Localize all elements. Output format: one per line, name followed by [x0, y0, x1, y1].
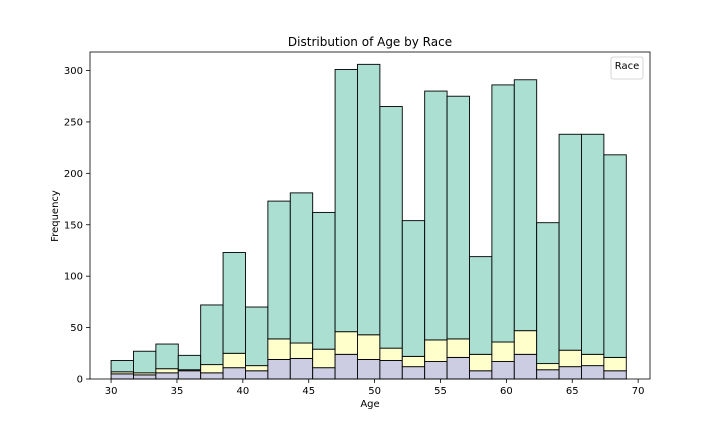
bar-series-1-bin-7: [267, 338, 291, 360]
bar-series-0-bin-10: [334, 353, 358, 380]
bars-group: [110, 63, 627, 380]
legend-title: Race: [615, 61, 640, 72]
bar-series-1-bin-11: [357, 334, 381, 360]
bar-series-1-bin-6: [245, 365, 269, 372]
bar-series-0-bin-12: [379, 360, 403, 380]
bar-series-1-bin-18: [513, 330, 538, 355]
bar-series-2-bin-4: [200, 304, 224, 366]
bar-series-1-bin-4: [200, 364, 224, 374]
x-axis: 30 35 40 45 50 55 60 65 70: [105, 379, 645, 397]
bar-series-2-bin-21: [581, 133, 605, 355]
bar-series-1-bin-17: [491, 341, 515, 362]
bar-series-0-bin-6: [245, 370, 269, 380]
bar-series-0-bin-7: [267, 359, 291, 380]
bar-series-0-bin-3: [177, 370, 202, 380]
bar-series-2-bin-10: [334, 69, 358, 333]
bar-series-1-bin-22: [603, 356, 627, 372]
bar-series-2-bin-12: [379, 106, 403, 349]
bar-series-0-bin-11: [357, 359, 381, 380]
bar-series-2-bin-9: [312, 211, 336, 350]
bar-series-0-bin-17: [491, 361, 515, 380]
y-tick-label: 250: [64, 117, 83, 128]
bar-series-2-bin-5: [222, 252, 246, 354]
chart-title: Distribution of Age by Race: [288, 35, 452, 49]
bar-series-0-bin-5: [222, 367, 246, 380]
y-tick-label: 300: [64, 66, 83, 77]
x-tick-label: 40: [236, 386, 249, 397]
bar-series-0-bin-15: [446, 356, 470, 380]
bar-series-0-bin-13: [401, 366, 426, 380]
bar-series-1-bin-9: [312, 348, 336, 369]
bar-series-2-bin-20: [558, 133, 582, 351]
x-tick-label: 45: [302, 386, 315, 397]
bar-series-0-bin-16: [469, 370, 493, 380]
y-tick-label: 100: [64, 272, 83, 283]
bar-series-0-bin-18: [513, 353, 538, 380]
bar-series-0-bin-22: [603, 370, 627, 380]
bar-series-1-bin-5: [222, 352, 246, 369]
bar-series-0-bin-21: [581, 365, 605, 380]
y-tick-label: 50: [70, 323, 83, 334]
bar-series-2-bin-6: [245, 306, 269, 367]
x-tick-label: 35: [171, 386, 184, 397]
bar-series-0-bin-14: [424, 361, 448, 380]
bar-series-2-bin-1: [133, 350, 157, 374]
bar-series-0-bin-0: [110, 373, 134, 380]
bar-series-2-bin-11: [357, 63, 381, 336]
bar-series-2-bin-14: [424, 90, 448, 341]
bar-series-2-bin-0: [110, 360, 134, 373]
bar-series-1-bin-14: [424, 339, 448, 362]
bar-series-0-bin-8: [289, 357, 314, 380]
bar-series-2-bin-22: [603, 154, 627, 358]
bar-series-1-bin-19: [536, 363, 560, 371]
x-tick-label: 65: [566, 386, 579, 397]
bar-series-0-bin-2: [155, 372, 179, 380]
bar-series-1-bin-12: [379, 347, 403, 361]
x-tick-label: 55: [434, 386, 447, 397]
bar-series-1-bin-8: [289, 342, 314, 359]
legend: Race: [610, 56, 644, 80]
y-tick-label: 0: [77, 375, 83, 386]
y-tick-label: 150: [64, 220, 83, 231]
bar-series-2-bin-17: [491, 84, 515, 343]
x-axis-label: Age: [360, 399, 379, 410]
y-tick-label: 200: [64, 169, 83, 180]
bar-series-0-bin-9: [312, 367, 336, 380]
bar-series-0-bin-20: [558, 366, 582, 380]
x-tick-label: 60: [500, 386, 513, 397]
bar-series-1-bin-2: [155, 368, 179, 374]
x-tick-label: 30: [105, 386, 118, 397]
bar-series-0-bin-4: [200, 372, 224, 380]
bar-series-2-bin-19: [536, 222, 560, 365]
bar-series-2-bin-7: [267, 200, 291, 340]
legend-box: [610, 56, 644, 80]
bar-series-2-bin-2: [155, 343, 179, 370]
bar-series-1-bin-10: [334, 331, 358, 355]
bar-series-1-bin-15: [446, 338, 470, 358]
bar-series-0-bin-19: [536, 369, 560, 380]
bar-series-1-bin-21: [581, 353, 605, 367]
bar-series-2-bin-8: [289, 192, 314, 344]
bar-series-0-bin-1: [133, 374, 157, 380]
bar-series-2-bin-16: [469, 256, 493, 355]
bar-series-1-bin-16: [469, 353, 493, 372]
x-tick-label: 50: [368, 386, 381, 397]
bar-series-1-bin-20: [558, 349, 582, 368]
x-tick-label: 70: [632, 386, 645, 397]
bar-series-2-bin-3: [177, 354, 202, 371]
plot-area-frame: [89, 51, 651, 380]
bar-series-2-bin-13: [401, 220, 426, 357]
bar-series-1-bin-13: [401, 355, 426, 368]
bar-series-2-bin-18: [513, 79, 538, 332]
y-axis: 0 50 100 150 200 250 300: [64, 66, 90, 386]
y-axis-label: Frequency: [50, 190, 61, 242]
bar-series-2-bin-15: [446, 95, 470, 340]
